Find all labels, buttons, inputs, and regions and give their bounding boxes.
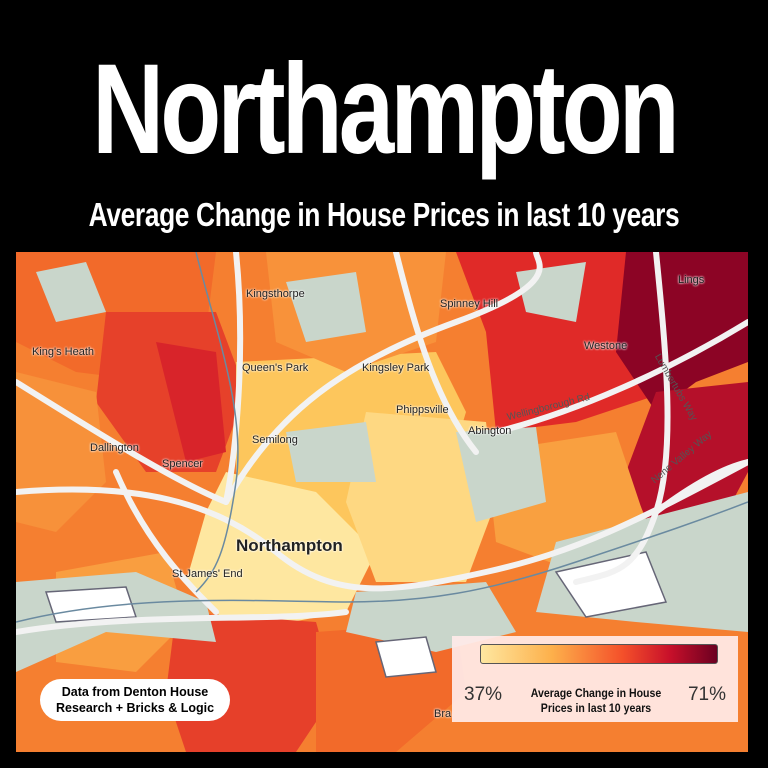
place-label: King's Heath bbox=[32, 346, 95, 358]
page-title: Northampton bbox=[92, 38, 680, 181]
place-label: Semilong bbox=[252, 434, 298, 446]
page-subtitle: Average Change in House Prices in last 1… bbox=[88, 196, 680, 233]
legend-max: 71% bbox=[687, 684, 726, 705]
source-badge: Data from Denton House Research + Bricks… bbox=[40, 679, 230, 721]
place-label: Westone bbox=[584, 340, 628, 352]
place-label: Spinney Hill bbox=[440, 298, 499, 310]
place-label: Lings bbox=[678, 274, 705, 286]
legend-min: 37% bbox=[464, 684, 503, 705]
place-label: Spencer bbox=[162, 458, 203, 470]
color-scale-bar bbox=[480, 644, 718, 664]
place-label: Kingsley Park bbox=[362, 362, 430, 374]
place-label: Bra bbox=[434, 708, 452, 720]
place-label: Phippsville bbox=[396, 404, 449, 416]
city-label: Northampton bbox=[236, 536, 343, 555]
legend-title: Average Change in House Prices in last 1… bbox=[530, 686, 662, 715]
map-layer bbox=[16, 252, 748, 752]
place-label: Dallington bbox=[90, 442, 139, 454]
place-label: Queen's Park bbox=[242, 362, 309, 374]
place-label: Kingsthorpe bbox=[246, 288, 305, 300]
place-label: Abington bbox=[468, 425, 512, 437]
place-label: St James' End bbox=[172, 568, 243, 580]
map-legend: 37% Average Change in House Prices in la… bbox=[452, 636, 738, 722]
choropleth-map[interactable]: Kingsthorpe Spinney Hill Lings King's He… bbox=[16, 252, 748, 752]
